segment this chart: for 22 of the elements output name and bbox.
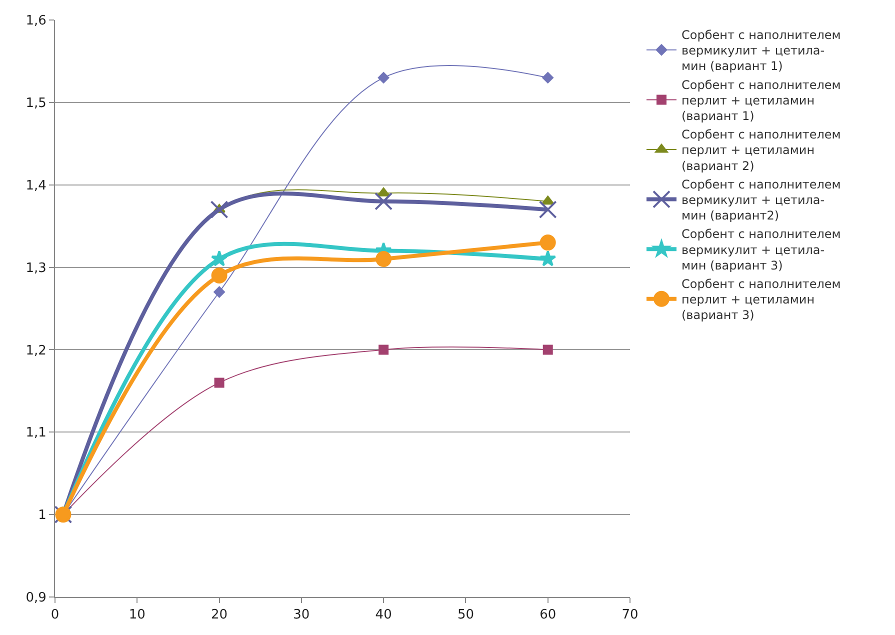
y-tick-label: 0,9 — [26, 590, 46, 606]
x-tick-label: 20 — [211, 608, 228, 623]
x-tick-label: 10 — [128, 608, 146, 623]
y-tick-label: 1,3 — [26, 260, 46, 276]
y-tick-label: 1,4 — [26, 178, 46, 194]
legend-label: Сорбент с наполнителем перлит + цетиламин (вариант 1) — [682, 78, 841, 123]
legend-label: Сорбент с наполнителем вермикулит + цетила- мин (вариант 3) — [682, 227, 841, 272]
legend-label: Сорбент с наполнителем вермикулит + цетила- мин (вариант2) — [682, 177, 841, 223]
y-tick-label: 1,1 — [26, 426, 46, 441]
x-tick-label: 0 — [50, 608, 60, 623]
y-tick-label: 1,5 — [26, 96, 46, 111]
y-tick-label: 1,2 — [26, 343, 46, 358]
x-tick-label: 60 — [540, 608, 556, 623]
x-tick-label: 40 — [375, 608, 392, 623]
legend-label: Сорбент с наполнителем вермикулит + цетила- мин (вариант 1) — [682, 28, 841, 74]
legend-label: Сорбент с наполнителем перлит + цетиламин (вариант 3) — [682, 276, 841, 322]
x-tick-label: 50 — [457, 608, 474, 623]
x-tick-label: 30 — [293, 608, 310, 623]
legend-label: Сорбент с наполнителем перлит + цетиламин (вариант 2) — [682, 128, 841, 173]
y-tick-label: 1,6 — [26, 14, 46, 29]
y-tick-label: 1 — [38, 508, 46, 524]
x-tick-label: 70 — [622, 608, 638, 623]
